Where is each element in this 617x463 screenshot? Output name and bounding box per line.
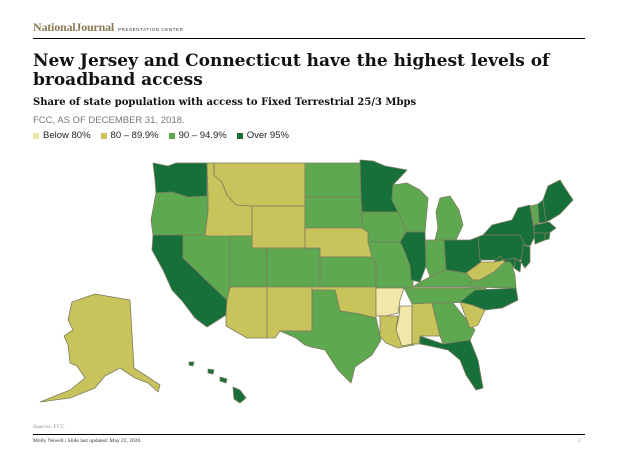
state-NM xyxy=(266,286,313,339)
state-HI xyxy=(232,386,247,404)
page-number: 2 xyxy=(578,438,581,444)
legend-label: Over 95% xyxy=(246,130,289,141)
state-KS xyxy=(319,256,377,288)
legend-item-90-94: 90 – 94.9% xyxy=(168,130,227,141)
us-map xyxy=(39,159,574,404)
sources-note: Sources: FCC xyxy=(33,424,65,430)
legend-item-80-89: 80 – 89.9% xyxy=(100,130,159,141)
state-NY xyxy=(482,204,536,247)
state-HI-kauai xyxy=(188,361,195,367)
state-SC xyxy=(459,301,486,329)
state-MA xyxy=(533,221,557,234)
chart-subtitle: Share of state population with access to… xyxy=(33,97,417,108)
footer-credit: Molly Newell | Slide last updated: May 2… xyxy=(33,438,142,444)
legend-swatch xyxy=(100,132,107,139)
state-IL xyxy=(399,231,427,283)
state-NJ xyxy=(520,244,531,269)
logo: NationalJournal Presentation Center xyxy=(33,20,184,35)
logo-main: NationalJournal xyxy=(33,20,115,34)
state-ME xyxy=(542,179,574,223)
header-rule xyxy=(33,38,585,39)
state-IA xyxy=(361,211,407,243)
legend-item-over-95: Over 95% xyxy=(236,130,289,141)
legend-label: 80 – 89.9% xyxy=(110,130,159,141)
state-MI xyxy=(434,195,464,241)
state-AK xyxy=(39,293,161,403)
legend-item-below-80: Below 80% xyxy=(33,130,91,141)
state-ND xyxy=(304,162,362,198)
state-CT xyxy=(533,232,546,245)
state-CO xyxy=(266,247,321,288)
legend-label: Below 80% xyxy=(43,130,91,141)
logo-sub: Presentation Center xyxy=(118,27,184,32)
state-PA xyxy=(477,234,526,261)
state-WY xyxy=(251,205,306,249)
state-TX xyxy=(279,289,382,384)
state-HI-oahu xyxy=(207,368,215,375)
state-RI xyxy=(544,232,551,241)
state-FL xyxy=(419,335,484,391)
state-SD xyxy=(304,196,363,229)
page-title: New Jersey and Connecticut have the high… xyxy=(33,51,550,90)
legend-swatch xyxy=(168,132,175,139)
data-note: FCC, AS OF DECEMBER 31, 2018. xyxy=(33,115,185,126)
state-WA xyxy=(152,162,208,198)
legend-label: 90 – 94.9% xyxy=(178,130,227,141)
state-OR xyxy=(150,191,209,236)
state-MD xyxy=(493,255,516,269)
legend-swatch xyxy=(236,132,243,139)
legend: Below 80% 80 – 89.9% 90 – 94.9% Over 95% xyxy=(33,130,289,141)
state-AZ xyxy=(225,286,268,339)
legend-swatch xyxy=(33,132,39,139)
footer-rule xyxy=(33,434,585,435)
state-HI-maui xyxy=(219,376,228,384)
